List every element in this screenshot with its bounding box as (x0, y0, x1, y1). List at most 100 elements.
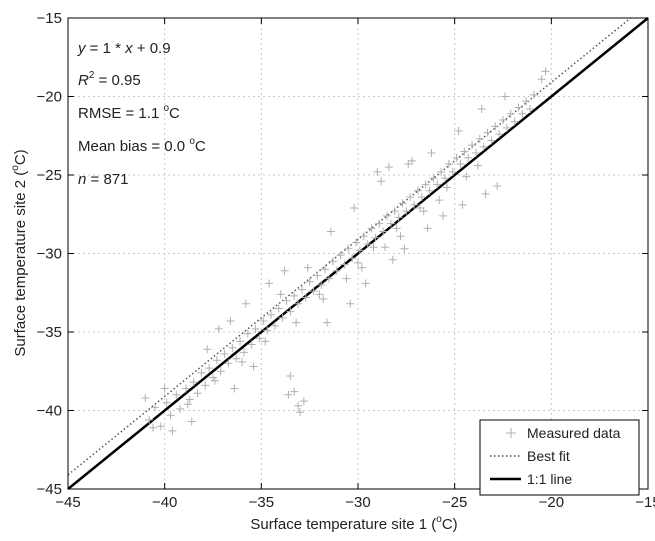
r-squared-annotation: R2 = 0.95 (78, 70, 141, 89)
data-point (278, 313, 287, 322)
data-point (392, 224, 401, 233)
data-point (373, 167, 382, 176)
best-fit-line (67, 17, 632, 476)
data-point (359, 232, 368, 241)
data-point (166, 411, 175, 420)
data-point (313, 271, 322, 280)
data-point (226, 317, 235, 326)
x-tick-label: −20 (539, 494, 564, 511)
data-point (541, 67, 550, 76)
data-point (284, 390, 293, 399)
y-tick-label: −15 (37, 10, 62, 27)
data-point (220, 349, 229, 358)
data-point (522, 97, 531, 106)
one-to-one-line (67, 17, 649, 490)
data-point (270, 321, 279, 330)
data-point (276, 290, 285, 299)
y-tick-label: −35 (37, 324, 62, 341)
data-point (261, 337, 270, 346)
data-point (448, 167, 457, 176)
data-point (462, 172, 471, 181)
data-point (537, 75, 546, 84)
data-point (326, 227, 335, 236)
data-point (493, 181, 502, 190)
data-point (344, 244, 353, 253)
data-point (309, 287, 318, 296)
x-tick-label: −45 (55, 494, 80, 511)
data-point (371, 233, 380, 242)
data-point (315, 290, 324, 299)
data-point (415, 203, 424, 212)
legend-label-best-fit: Best fit (527, 448, 570, 464)
data-point (526, 105, 535, 114)
data-point (212, 356, 221, 365)
data-point (280, 266, 289, 275)
data-point (189, 378, 198, 387)
data-point (290, 291, 299, 300)
data-point (325, 274, 333, 283)
data-point (354, 258, 362, 267)
data-point (193, 389, 202, 398)
data-point (491, 122, 500, 131)
legend-label-measured: Measured data (527, 425, 621, 441)
data-point (377, 177, 386, 186)
data-point (475, 134, 484, 143)
data-point (421, 180, 430, 189)
data-point (506, 109, 515, 118)
y-axis-label: Surface temperature site 2 (oC) (10, 149, 29, 356)
data-point (185, 395, 194, 404)
data-point (342, 274, 351, 283)
mean-bias-annotation: Mean bias = 0.0 oC (78, 136, 206, 155)
data-point (369, 243, 378, 252)
data-point (299, 397, 308, 406)
y-tick-label: −40 (37, 403, 62, 420)
data-point (355, 246, 364, 255)
data-point (500, 92, 509, 101)
data-point (468, 141, 477, 150)
data-point (352, 238, 361, 247)
legend: Measured data Best fit 1:1 line (479, 419, 640, 496)
data-point (435, 196, 444, 205)
data-point (286, 371, 295, 380)
data-point (328, 257, 337, 266)
y-tick-label: −30 (37, 246, 62, 263)
data-point (340, 260, 349, 269)
data-point (464, 153, 473, 162)
data-point (361, 279, 370, 288)
data-point (402, 207, 411, 216)
data-point (160, 384, 169, 393)
data-point (481, 189, 490, 198)
data-point (429, 174, 438, 183)
data-point (228, 343, 237, 352)
data-point (301, 293, 310, 302)
data-point (452, 153, 461, 162)
legend-label-one-to-one: 1:1 line (527, 471, 572, 487)
data-point (297, 285, 306, 294)
stats-annotations: y = 1 * x + 0.9 R2 = 0.95 RMSE = 1.1 oC … (77, 40, 206, 188)
data-point (267, 310, 275, 319)
data-point (460, 147, 469, 156)
data-point (282, 296, 291, 305)
data-point (410, 200, 419, 209)
data-point (151, 403, 159, 412)
x-axis-label: Surface temperature site 1 (oC) (250, 514, 457, 533)
data-point (350, 203, 359, 212)
data-point (390, 207, 399, 216)
data-point (172, 390, 181, 399)
data-point (398, 199, 407, 208)
data-point (471, 149, 480, 158)
data-point (394, 213, 403, 222)
data-point (454, 127, 463, 136)
data-point (357, 263, 366, 272)
rmse-annotation: RMSE = 1.1 oC (78, 103, 180, 122)
data-point (243, 329, 252, 338)
x-tick-label: −40 (152, 494, 177, 511)
data-point (437, 167, 446, 176)
data-point (433, 180, 442, 189)
data-point (141, 393, 150, 402)
data-point (255, 334, 264, 343)
data-point (303, 263, 312, 272)
data-point (417, 192, 426, 201)
